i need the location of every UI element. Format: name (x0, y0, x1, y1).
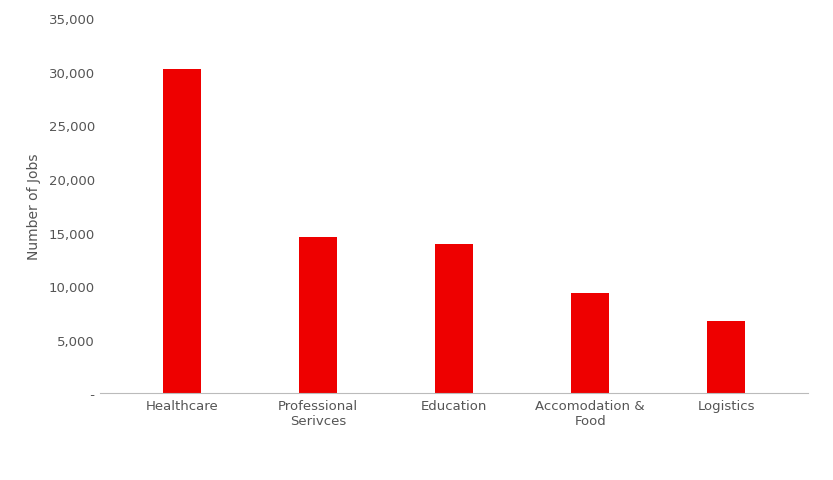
Bar (707, 321, 746, 394)
Bar (162, 70, 201, 394)
Y-axis label: Number of Jobs: Number of Jobs (27, 153, 41, 260)
Bar (299, 238, 337, 394)
Bar (435, 245, 473, 394)
Bar (571, 293, 609, 394)
